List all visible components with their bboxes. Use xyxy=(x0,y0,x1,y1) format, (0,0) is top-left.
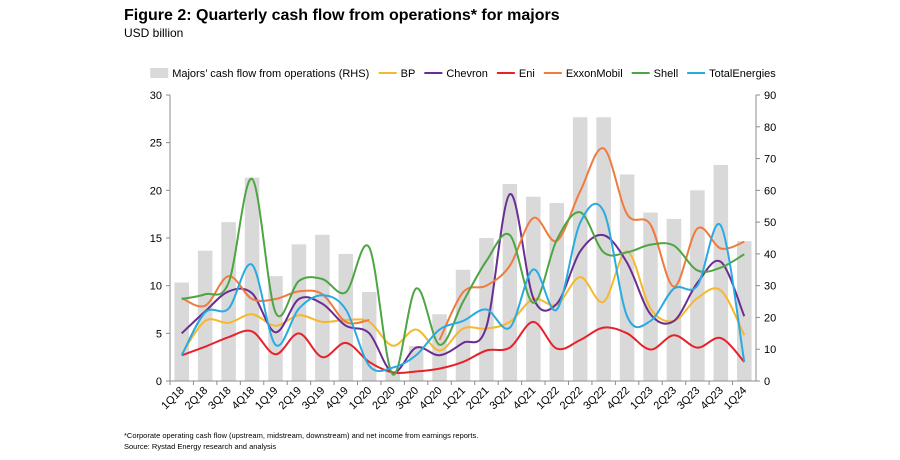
right-tick-label: 30 xyxy=(764,281,776,293)
x-tick-label: 3Q22 xyxy=(581,385,609,413)
x-tick-label: 1Q19 xyxy=(253,385,281,413)
legend-label-eni: Eni xyxy=(519,68,535,80)
right-tick-label: 20 xyxy=(764,312,776,324)
right-tick-label: 80 xyxy=(764,122,776,134)
x-tick-label: 3Q21 xyxy=(487,385,515,413)
right-tick-label: 50 xyxy=(764,217,776,229)
bar-1Q23 xyxy=(643,212,658,381)
footnote-note: *Corporate operating cash flow (upstream… xyxy=(124,431,479,440)
x-tick-label: 3Q20 xyxy=(394,385,422,413)
x-tick-label: 4Q18 xyxy=(230,385,258,413)
bar-4Q21 xyxy=(526,196,541,381)
left-tick-label: 0 xyxy=(156,376,162,388)
x-tick-label: 2Q22 xyxy=(558,385,586,413)
right-tick-label: 10 xyxy=(764,344,776,356)
x-tick-label: 3Q18 xyxy=(206,385,234,413)
bar-4Q22 xyxy=(619,174,635,381)
x-tick-label: 1Q18 xyxy=(159,385,187,413)
bar-1Q18 xyxy=(174,282,189,381)
x-tick-label: 2Q20 xyxy=(370,385,398,413)
x-tick-label: 2Q23 xyxy=(652,385,680,413)
series-line-exxonmobil xyxy=(438,147,745,341)
x-tick-label: 1Q21 xyxy=(441,385,469,413)
bar-1Q24 xyxy=(737,241,752,381)
legend-label-exxonmobil: ExxonMobil xyxy=(566,68,623,80)
x-tick-label: 4Q21 xyxy=(511,385,539,413)
legend-label-shell: Shell xyxy=(654,68,678,80)
x-tick-label: 3Q23 xyxy=(675,385,703,413)
series-line-totalenergies xyxy=(180,202,746,373)
footnote: *Corporate operating cash flow (upstream… xyxy=(124,431,478,452)
left-tick-label: 10 xyxy=(150,281,162,293)
bar-3Q18 xyxy=(221,222,236,381)
legend-label-totalenergies: TotalEnergies xyxy=(709,68,776,80)
x-tick-label: 4Q19 xyxy=(323,385,351,413)
x-tick-label: 4Q20 xyxy=(417,385,445,413)
legend-label-bp: BP xyxy=(401,68,416,80)
right-tick-label: 90 xyxy=(764,90,776,102)
left-tick-label: 5 xyxy=(156,328,162,340)
chart-subtitle: USD billion xyxy=(124,26,184,40)
bar-3Q22 xyxy=(596,117,611,381)
left-tick-label: 20 xyxy=(150,185,162,197)
left-tick-label: 15 xyxy=(150,233,162,245)
x-tick-label: 3Q19 xyxy=(300,385,328,413)
legend-label-chevron: Chevron xyxy=(446,68,488,80)
chart-title: Figure 2: Quarterly cash flow from opera… xyxy=(124,7,560,24)
x-tick-label: 1Q24 xyxy=(722,385,750,413)
right-tick-label: 60 xyxy=(764,185,776,197)
series-line-eni xyxy=(181,320,746,375)
bar-2Q22 xyxy=(572,117,588,381)
left-tick-label: 25 xyxy=(150,138,162,150)
x-tick-label: 4Q22 xyxy=(605,385,633,413)
series-line-chevron xyxy=(181,193,746,374)
legend-swatch-bar xyxy=(150,68,169,78)
combo-chart: 05101520253001020304050607080901Q182Q183… xyxy=(150,68,776,413)
x-tick-label: 1Q22 xyxy=(534,385,562,413)
x-tick-label: 2Q18 xyxy=(183,385,211,413)
x-tick-label: 1Q23 xyxy=(628,385,656,413)
x-tick-label: 4Q23 xyxy=(698,385,726,413)
bar-2Q20 xyxy=(385,371,400,381)
legend-label-majors-cash-flow-from-operations-rhs-: Majors’ cash flow from operations (RHS) xyxy=(172,68,369,80)
right-tick-label: 70 xyxy=(764,154,776,166)
footnote-source: Source: Rystad Energy research and analy… xyxy=(124,441,277,451)
left-tick-label: 30 xyxy=(150,90,162,102)
right-tick-label: 40 xyxy=(764,249,776,261)
bar-2Q23 xyxy=(666,218,682,381)
series-line-shell xyxy=(181,177,745,376)
series-line-bp xyxy=(180,250,746,355)
series-line-exxonmobil xyxy=(181,275,370,325)
x-tick-label: 1Q20 xyxy=(347,385,375,413)
bar-3Q19 xyxy=(315,234,330,381)
bar-1Q20 xyxy=(361,292,377,381)
bar-4Q23 xyxy=(713,164,729,381)
x-tick-label: 2Q21 xyxy=(464,385,492,413)
right-tick-label: 0 xyxy=(764,376,770,388)
bar-2Q19 xyxy=(291,244,307,381)
x-tick-label: 2Q19 xyxy=(277,385,305,413)
